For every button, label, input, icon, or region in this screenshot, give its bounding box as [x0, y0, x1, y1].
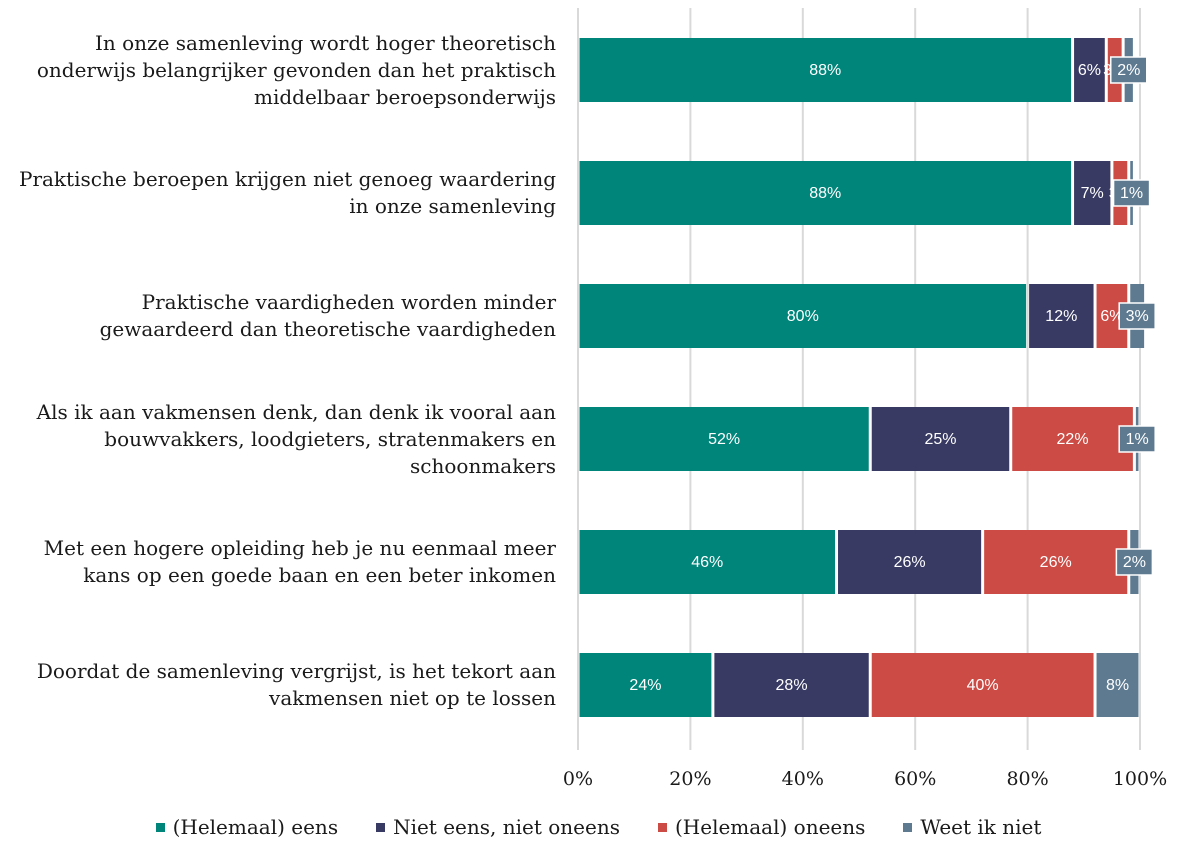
value-label: 2% [1117, 62, 1140, 79]
value-label: 1% [1126, 431, 1149, 448]
value-label: 1% [1120, 185, 1143, 202]
category-text: Met een hogere opleiding heb je nu eenma… [43, 536, 556, 587]
bar-segment [1074, 38, 1105, 102]
value-label: 7% [1081, 185, 1104, 202]
legend: (Helemaal) eens Niet eens, niet oneens (He… [0, 815, 1197, 839]
category-label: Doordat de samenleving vergrijst, is het… [8, 630, 556, 740]
value-label: 88% [809, 62, 841, 79]
value-label: 88% [809, 185, 841, 202]
value-label: 22% [1057, 431, 1089, 448]
category-label: Praktische beroepen krijgen niet genoeg … [8, 138, 556, 248]
bar-segment [1096, 653, 1139, 717]
value-label: 12% [1045, 308, 1077, 325]
value-label: 28% [776, 677, 808, 694]
legend-label: Niet eens, niet oneens [393, 815, 620, 839]
x-tick-label: 40% [782, 768, 824, 790]
bar-segment [871, 407, 1010, 471]
bar-segment [714, 653, 869, 717]
value-label-box [1112, 179, 1151, 207]
category-text: Als ik aan vakmensen denk, dan denk ik v… [36, 399, 556, 478]
category-label: Als ik aan vakmensen denk, dan denk ik v… [8, 384, 556, 494]
bar-segment [579, 530, 836, 594]
value-label: 8% [1106, 677, 1129, 694]
legend-swatch [155, 822, 165, 832]
bar-segment [871, 653, 1094, 717]
value-label: 6% [1078, 62, 1101, 79]
value-label-box [1110, 56, 1148, 84]
value-label: 25% [924, 431, 956, 448]
value-label: 3% [1126, 308, 1149, 325]
bar-segment [838, 530, 982, 594]
category-text: Doordat de samenleving vergrijst, is het… [36, 659, 556, 710]
legend-item: (Helemaal) oneens [657, 815, 866, 839]
bar-segment [579, 38, 1072, 102]
legend-item: Niet eens, niet oneens [376, 815, 620, 839]
legend-swatch [376, 822, 386, 832]
value-label: 6% [1100, 308, 1123, 325]
value-label: 52% [708, 431, 740, 448]
legend-label: (Helemaal) eens [172, 815, 339, 839]
value-label: 26% [1040, 554, 1072, 571]
value-label-box [1115, 548, 1154, 576]
value-label: 80% [787, 308, 819, 325]
category-label: Praktische vaardigheden worden minder ge… [8, 261, 556, 371]
bar-segment [1012, 407, 1133, 471]
bar-segment [984, 530, 1128, 594]
value-label: 40% [967, 677, 999, 694]
legend-label: (Helemaal) oneens [674, 815, 866, 839]
bar-segment [579, 161, 1072, 225]
category-text: In onze samenleving wordt hoger theoreti… [36, 30, 556, 109]
x-tick-label: 60% [894, 768, 936, 790]
bar-segment [1029, 284, 1094, 348]
category-text: Praktische beroepen krijgen niet genoeg … [18, 167, 556, 218]
legend-swatch [903, 822, 913, 832]
category-label: In onze samenleving wordt hoger theoreti… [8, 15, 556, 125]
legend-label: Weet ik niet [920, 815, 1042, 839]
x-tick-label: 80% [1006, 768, 1048, 790]
value-label-box [1118, 302, 1156, 330]
bar-segment [579, 653, 712, 717]
value-label: 2% [1123, 554, 1146, 571]
legend-item: Weet ik niet [903, 815, 1041, 839]
x-tick-label: 100% [1113, 768, 1167, 790]
value-label: 24% [629, 677, 661, 694]
value-label: 26% [894, 554, 926, 571]
value-label-box [1118, 425, 1156, 453]
value-label: 46% [691, 554, 723, 571]
bar-segment [579, 284, 1027, 348]
legend-swatch [657, 822, 667, 832]
bar-segment [1074, 161, 1111, 225]
category-label: Met een hogere opleiding heb je nu eenma… [8, 507, 556, 617]
x-tick-label: 0% [563, 768, 593, 790]
category-text: Praktische vaardigheden worden minder ge… [99, 290, 556, 341]
bar-segment [579, 407, 869, 471]
legend-item: (Helemaal) eens [155, 815, 339, 839]
x-tick-label: 20% [669, 768, 711, 790]
